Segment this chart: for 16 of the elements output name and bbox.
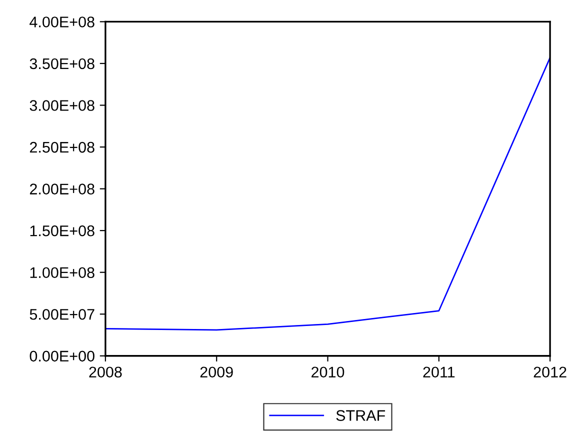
x-tick-label: 2012 [534, 366, 566, 378]
y-tick-label: 1.50E+08 [30, 225, 94, 236]
y-tick-label: 2.50E+08 [30, 142, 94, 153]
y-tick-label: 2.00E+08 [30, 184, 94, 194]
x-tick-label: 2009 [200, 366, 233, 378]
x-tick-label: 2011 [423, 366, 455, 378]
x-tick-label: 2010 [312, 366, 344, 378]
legend-label: STRAF [336, 410, 386, 421]
y-tick-label: 4.00E+08 [30, 16, 94, 28]
y-tick-label: 3.50E+08 [30, 58, 94, 70]
y-tick-label: 5.00E+07 [30, 308, 94, 320]
y-tick-label: 0.00E+00 [30, 350, 94, 362]
y-tick-label: 3.00E+08 [30, 100, 94, 111]
y-tick-label: 1.00E+08 [30, 267, 94, 278]
x-tick-label: 2008 [89, 366, 122, 378]
line-series [105, 56, 550, 331]
